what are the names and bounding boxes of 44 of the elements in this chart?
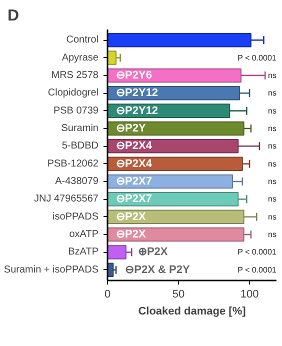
data-label: ns <box>268 70 277 80</box>
annotation: ⊖P2Y <box>116 122 146 134</box>
annotation: ⊖P2Y12 <box>116 87 158 100</box>
data-label: ns <box>268 124 277 133</box>
y-tick-label: MRS 2578 <box>51 70 99 81</box>
annotation: ⊖P2X4 <box>116 140 153 152</box>
data-label: P < 0.0001 <box>238 265 277 274</box>
annotation: ⊖P2X7 <box>116 193 152 206</box>
x-tick-label: 50 <box>172 288 185 300</box>
data-label: P < 0.0001 <box>238 53 277 62</box>
annotation: ⊖P2X & P2Y <box>125 264 190 276</box>
y-tick-label: 5-BDBD <box>62 140 99 152</box>
annotation: ⊖P2X <box>116 228 146 241</box>
y-tick-label: Control <box>66 34 99 46</box>
annotation: ⊖P2Y12 <box>116 104 158 117</box>
data-label: ns <box>268 177 277 186</box>
data-label: ns <box>268 212 277 222</box>
y-tick-label: A-438079 <box>55 176 99 188</box>
y-tick-label: PSB-12062 <box>47 158 99 170</box>
chart-title: D <box>8 8 20 24</box>
y-tick-label: oxATP <box>69 229 99 240</box>
y-tick-label: BzATP <box>68 246 99 258</box>
annotation: ⊖P2X <box>116 210 146 223</box>
y-tick-label: isoPPADS <box>52 211 99 222</box>
annotation: ⊖P2X4 <box>116 158 153 170</box>
annotation: ⊖P2Y6 <box>116 69 152 82</box>
y-tick-label: Clopidogrel <box>48 88 99 99</box>
data-label: ns <box>268 142 277 151</box>
y-tick-label: Apyrase <box>62 52 99 64</box>
y-tick-label: Suramin <box>61 122 99 134</box>
data-label: ns <box>268 88 277 98</box>
x-tick-label: 0 <box>104 288 111 300</box>
y-tick-label: JNJ 47965567 <box>34 194 99 205</box>
data-label: ns <box>268 230 277 240</box>
x-tick-label: 100 <box>240 288 259 300</box>
data-label: ns <box>268 106 277 116</box>
y-tick-label: PSB 0739 <box>53 105 99 116</box>
annotation: ⊖P2X7 <box>116 176 152 188</box>
annotation: ⊕P2X <box>138 246 168 258</box>
data-label: ns <box>268 159 277 168</box>
y-tick-label: Suramin + isoPPADS <box>4 264 99 276</box>
data-label: ns <box>268 194 277 204</box>
data-label: P < 0.0001 <box>238 248 277 257</box>
x-axis-title: Cloaked damage [%] <box>138 306 246 318</box>
